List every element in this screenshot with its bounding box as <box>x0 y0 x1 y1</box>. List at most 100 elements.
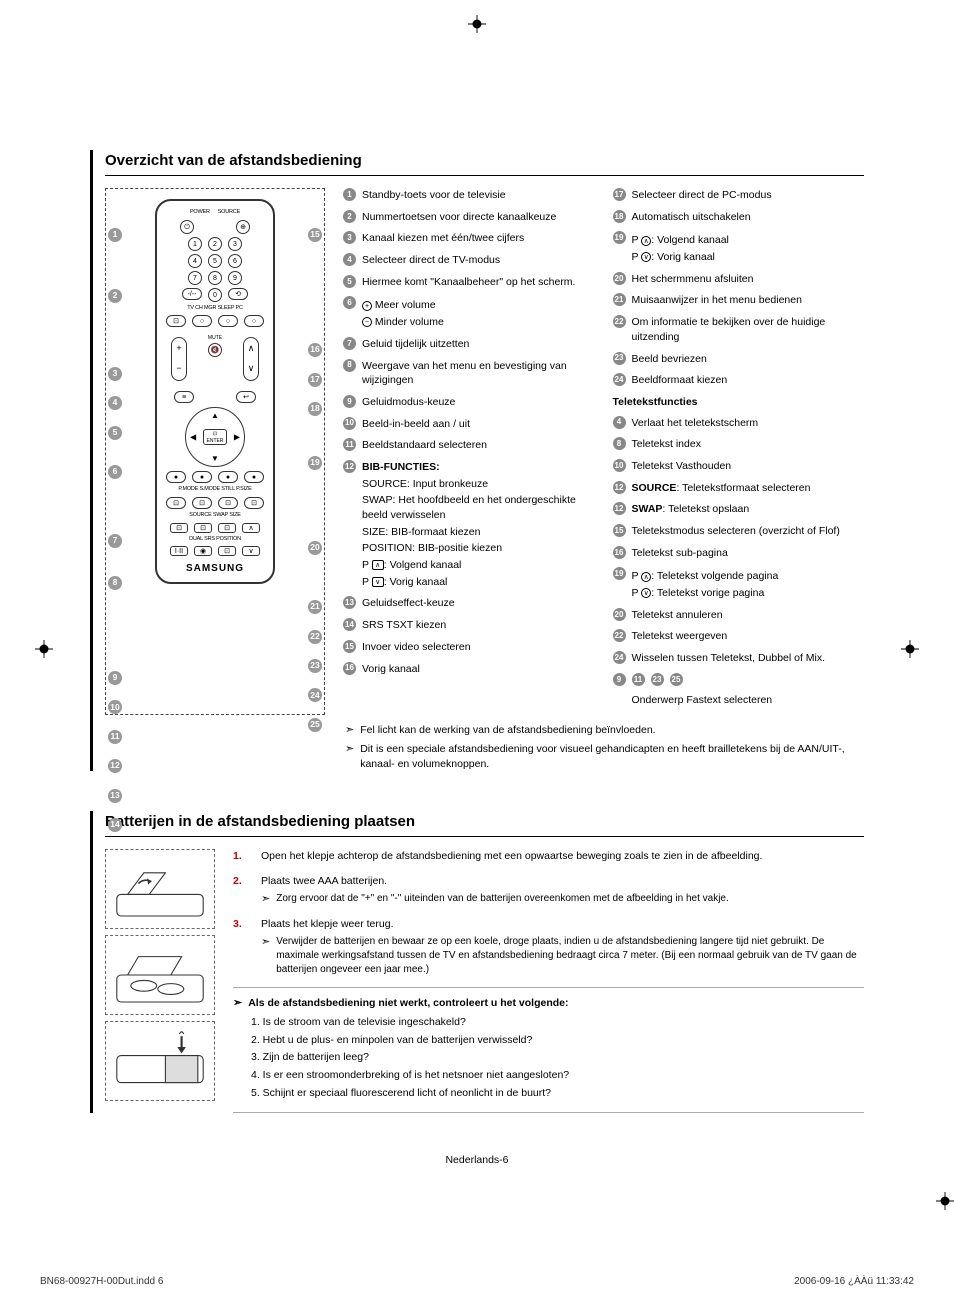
function-item: 12SOURCE: Teletekstformaat selecteren <box>613 481 865 496</box>
callout-bubble: 13 <box>108 789 122 803</box>
check-heading: Als de afstandsbediening niet werkt, con… <box>248 996 568 1011</box>
section-remote-overview: Overzicht van de afstandsbediening 12345… <box>90 150 864 771</box>
function-item: 4Verlaat het teletekstscherm <box>613 416 865 431</box>
registration-mark-icon <box>936 1192 954 1210</box>
callout-bubble: 6 <box>108 465 122 479</box>
item-number-icon: 15 <box>613 524 626 537</box>
function-list-col2: 17Selecteer direct de PC-modus18Automati… <box>613 188 865 715</box>
note-arrow-icon: ➣ <box>233 996 242 1011</box>
step-number: 1. <box>233 849 251 864</box>
note-arrow-icon: ➣ <box>261 935 270 977</box>
minus-icon: − <box>362 317 372 327</box>
brand-logo: SAMSUNG <box>161 562 269 576</box>
item-number-icon: 7 <box>343 337 356 350</box>
down-icon: ∨ <box>641 588 651 598</box>
step-text: Open het klepje achterop de afstandsbedi… <box>261 849 864 864</box>
callout-bubble: 8 <box>108 576 122 590</box>
note-text: Fel licht kan de werking van de afstands… <box>360 723 655 738</box>
callout-bubble: 25 <box>308 718 322 732</box>
function-item: 4Selecteer direct de TV-modus <box>343 253 595 268</box>
battery-instructions: 1. Open het klepje achterop de afstandsbe… <box>233 849 864 1112</box>
check-item: 2. Hebt u de plus- en minpolen van de ba… <box>251 1033 864 1048</box>
callout-bubble: 18 <box>308 402 322 416</box>
fastext-item: 9112325 <box>613 673 865 686</box>
item-number-icon: 5 <box>343 275 356 288</box>
callout-bubble: 7 <box>108 534 122 548</box>
teletext-heading: Teletekstfuncties <box>613 395 865 410</box>
callout-bubble: 16 <box>308 343 322 357</box>
callout-bubble: 17 <box>308 373 322 387</box>
item-number-icon: 8 <box>343 359 356 372</box>
function-item: 22Teletekst weergeven <box>613 629 865 644</box>
item-number-icon: 9 <box>613 673 626 686</box>
item-number-icon: 8 <box>613 437 626 450</box>
callout-bubble: 5 <box>108 426 122 440</box>
function-item: 12BIB-FUNCTIES:SOURCE: Input bronkeuzeSW… <box>343 460 595 590</box>
note-arrow-icon: ➣ <box>345 742 354 771</box>
callout-bubble: 1 <box>108 228 122 242</box>
footer-file: BN68-00927H-00Dut.indd 6 <box>40 1275 163 1289</box>
step-text: Plaats het klepje weer terug. <box>261 917 864 932</box>
callout-bubble: 4 <box>108 396 122 410</box>
down-icon: ∨ <box>372 577 384 587</box>
function-item: 13Geluidseffect-keuze <box>343 596 595 611</box>
item-number-icon: 16 <box>343 662 356 675</box>
function-item: 16Teletekst sub-pagina <box>613 546 865 561</box>
item-number-icon: 10 <box>343 417 356 430</box>
check-item: 3. Zijn de batterijen leeg? <box>251 1050 864 1065</box>
footer-timestamp: 2006-09-16 ¿ÀÀü 11:33:42 <box>794 1275 914 1289</box>
notes-block: ➣ Fel licht kan de werking van de afstand… <box>105 723 864 772</box>
function-item: 18Automatisch uitschakelen <box>613 210 865 225</box>
print-footer: BN68-00927H-00Dut.indd 6 2006-09-16 ¿ÀÀü… <box>40 1275 914 1289</box>
item-number-icon: 21 <box>613 293 626 306</box>
function-item: 10Beeld-in-beeld aan / uit <box>343 417 595 432</box>
item-number-icon: 23 <box>613 352 626 365</box>
label-power: POWER <box>190 209 210 215</box>
function-item: 2Nummertoetsen voor directe kanaalkeuze <box>343 210 595 225</box>
callout-bubble: 19 <box>308 456 322 470</box>
plus-icon: + <box>362 301 372 311</box>
step-item: 2.Plaats twee AAA batterijen.➣Zorg ervoo… <box>233 874 864 907</box>
item-number-icon: 4 <box>613 416 626 429</box>
function-item: 19P ∧: Teletekst volgende paginaP ∨: Tel… <box>613 567 865 600</box>
step-subtext: Verwijder de batterijen en bewaar ze op … <box>276 935 864 977</box>
item-number-icon: 25 <box>670 673 683 686</box>
callout-bubble: 12 <box>108 759 122 773</box>
callout-bubble: 22 <box>308 630 322 644</box>
power-button: ⏻ <box>180 220 194 234</box>
up-icon: ∧ <box>641 236 651 246</box>
item-number-icon: 10 <box>613 459 626 472</box>
item-number-icon: 19 <box>613 567 626 580</box>
step-number: 2. <box>233 874 251 907</box>
step-subtext: Zorg ervoor dat de "+" en "-" uiteinden … <box>276 892 729 907</box>
function-item: 24Wisselen tussen Teletekst, Dubbel of M… <box>613 651 865 666</box>
item-number-icon: 22 <box>613 315 626 328</box>
item-number-icon: 3 <box>343 231 356 244</box>
item-number-icon: 16 <box>613 546 626 559</box>
callout-bubble: 11 <box>108 730 122 744</box>
function-item: 11Beeldstandaard selecteren <box>343 438 595 453</box>
function-item: 23Beeld bevriezen <box>613 352 865 367</box>
callout-bubble: 23 <box>308 659 322 673</box>
callout-bubble: 9 <box>108 671 122 685</box>
function-item: 21Muisaanwijzer in het menu bedienen <box>613 293 865 308</box>
battery-illustrations <box>105 849 215 1112</box>
callout-bubble: 3 <box>108 367 122 381</box>
item-number-icon: 9 <box>343 395 356 408</box>
function-item: 12SWAP: Teletekst opslaan <box>613 502 865 517</box>
check-item: 5. Schijnt er speciaal fluorescerend lic… <box>251 1086 864 1101</box>
item-number-icon: 4 <box>343 253 356 266</box>
item-number-icon: 11 <box>632 673 645 686</box>
check-item: 4. Is er een stroomonderbreking of is he… <box>251 1068 864 1083</box>
up-icon: ∧ <box>372 560 384 570</box>
function-item: 8Weergave van het menu en bevestiging va… <box>343 359 595 388</box>
function-item: 24Beeldformaat kiezen <box>613 373 865 388</box>
dpad: ▲ ▼ ◀ ▶ ⊡ENTER <box>185 407 245 467</box>
function-item: 22Om informatie te bekijken over de huid… <box>613 315 865 344</box>
item-number-icon: 12 <box>613 502 626 515</box>
item-number-icon: 13 <box>343 596 356 609</box>
function-item: 19P ∧: Volgend kanaalP ∨: Vorig kanaal <box>613 231 865 264</box>
item-number-icon: 11 <box>343 438 356 451</box>
item-number-icon: 20 <box>613 272 626 285</box>
callout-bubble: 10 <box>108 700 122 714</box>
